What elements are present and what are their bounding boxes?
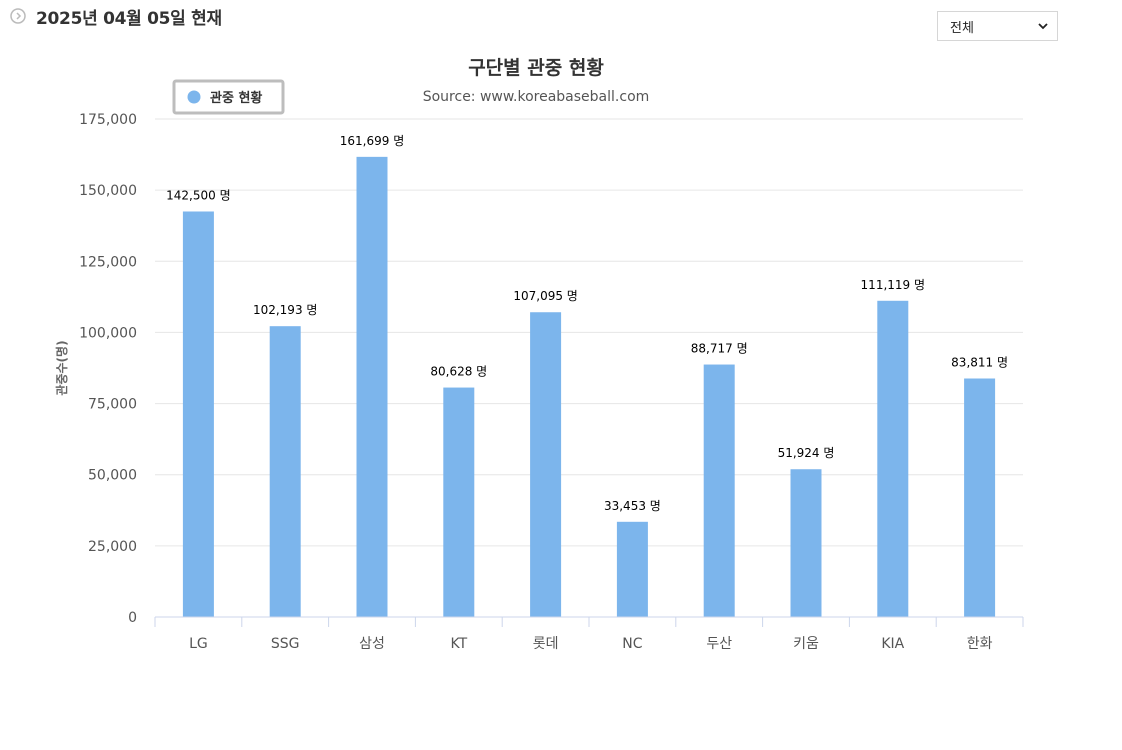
y-tick-label: 0 xyxy=(128,610,137,626)
legend[interactable]: 관중 현황 xyxy=(172,79,285,115)
bar-SSG xyxy=(269,326,301,617)
y-tick-label: 75,000 xyxy=(88,397,137,413)
bar-labels: 142,500 명 102,193 명 161,699 명 80,628 명 107,0… xyxy=(166,134,1008,513)
bar-value-label: 111,119 명 xyxy=(861,278,925,292)
x-tick-label: 한화 xyxy=(967,636,993,652)
bar-value-label: 83,811 명 xyxy=(951,355,1008,369)
bar-value-label: 80,628 명 xyxy=(430,365,487,379)
circle-arrow-icon xyxy=(10,8,26,24)
bar-value-label: 51,924 명 xyxy=(778,446,835,460)
bar-value-label: 107,095 명 xyxy=(513,289,577,303)
y-tick-label: 100,000 xyxy=(79,325,137,341)
legend-label: 관중 현황 xyxy=(210,90,262,106)
x-tick-label: LG xyxy=(189,636,208,652)
chart-subtitle: Source: www.koreabaseball.com xyxy=(423,89,650,105)
date-title: 2025년 04월 05일 현재 xyxy=(36,8,222,29)
x-tick-label: 삼성 xyxy=(359,636,385,652)
y-tick-label: 175,000 xyxy=(79,112,137,128)
bar-value-label: 88,717 명 xyxy=(691,342,748,356)
bars xyxy=(182,156,996,618)
bar-NC xyxy=(616,521,648,617)
chevron-down-icon xyxy=(1038,23,1048,30)
x-tick-label: 롯데 xyxy=(533,636,559,652)
bar-두산 xyxy=(703,364,735,617)
legend-marker xyxy=(187,90,201,104)
bar-KT xyxy=(443,387,475,617)
bar-value-label: 102,193 명 xyxy=(253,303,317,317)
x-tick-label: SSG xyxy=(271,636,300,652)
x-tick-label: KT xyxy=(450,636,467,652)
y-axis-ticks: 0 25,000 50,000 75,000 100,000 125,000 150,000… xyxy=(79,112,137,626)
y-tick-label: 25,000 xyxy=(88,539,137,555)
x-tick-label: NC xyxy=(622,636,642,652)
team-filter-value: 전체 xyxy=(950,20,974,36)
bar-삼성 xyxy=(356,156,388,618)
x-axis: LG SSG 삼성 KT 롯데 NC 두산 키움 KIA 한화 xyxy=(154,616,1024,652)
bar-키움 xyxy=(790,469,822,617)
x-tick-label: 키움 xyxy=(793,636,819,652)
y-tick-label: 125,000 xyxy=(79,254,137,270)
y-tick-label: 50,000 xyxy=(88,468,137,484)
bar-LG xyxy=(182,211,214,617)
date-header: 2025년 04월 05일 현재 xyxy=(10,4,222,29)
y-tick-label: 150,000 xyxy=(79,183,137,199)
bar-value-label: 33,453 명 xyxy=(604,499,661,513)
chart-title: 구단별 관중 현황 xyxy=(468,56,604,79)
x-tick-label: KIA xyxy=(881,636,904,652)
bar-KIA xyxy=(877,300,909,617)
bar-한화 xyxy=(964,378,996,617)
bar-value-label: 161,699 명 xyxy=(340,134,404,148)
team-filter-select[interactable]: 전체 xyxy=(937,11,1058,41)
bar-롯데 xyxy=(530,312,562,617)
y-axis-label: 관중수(명) xyxy=(54,340,69,395)
x-tick-label: 두산 xyxy=(706,636,732,652)
bar-value-label: 142,500 명 xyxy=(166,188,230,202)
